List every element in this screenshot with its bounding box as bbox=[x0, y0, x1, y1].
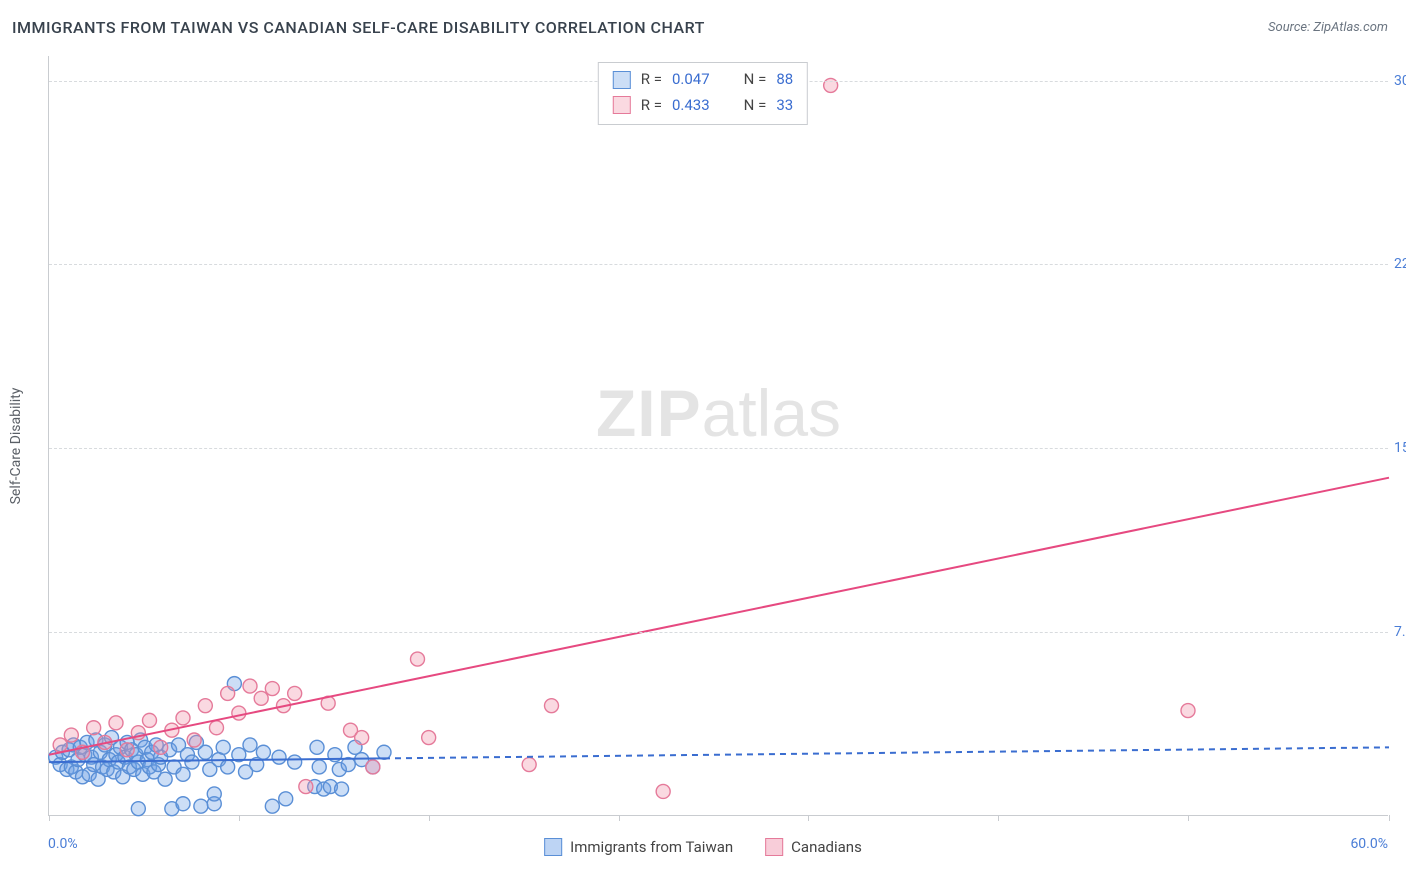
x-tick bbox=[429, 815, 430, 821]
legend-series-item: Immigrants from Taiwan bbox=[544, 838, 733, 856]
data-point bbox=[176, 767, 190, 781]
data-point bbox=[288, 686, 302, 700]
data-point bbox=[310, 740, 324, 754]
data-point bbox=[221, 760, 235, 774]
data-point bbox=[198, 745, 212, 759]
data-point bbox=[254, 691, 268, 705]
source-attribution: Source: ZipAtlas.com bbox=[1268, 20, 1388, 35]
data-point bbox=[288, 755, 302, 769]
data-point bbox=[279, 792, 293, 806]
data-point bbox=[243, 738, 257, 752]
data-point bbox=[1181, 704, 1195, 718]
legend-swatch bbox=[765, 838, 783, 856]
data-point bbox=[355, 731, 369, 745]
chart-svg bbox=[49, 56, 1388, 815]
legend-r-value: 0.047 bbox=[672, 67, 710, 93]
legend-swatch bbox=[613, 96, 631, 114]
data-point bbox=[194, 799, 208, 813]
legend-series-label: Immigrants from Taiwan bbox=[570, 838, 733, 856]
x-tick bbox=[49, 815, 50, 821]
legend-r-value: 0.433 bbox=[672, 93, 710, 119]
data-point bbox=[272, 750, 286, 764]
data-point bbox=[299, 780, 313, 794]
data-point bbox=[221, 686, 235, 700]
y-tick-label: 30.0% bbox=[1394, 73, 1406, 89]
plot-area: ZIPatlas 7.5%15.0%22.5%30.0% bbox=[48, 56, 1388, 816]
legend-stats-row: R = 0.433 N = 33 bbox=[613, 93, 793, 119]
data-point bbox=[131, 802, 145, 816]
y-tick-label: 22.5% bbox=[1394, 256, 1406, 272]
gridline bbox=[49, 264, 1388, 265]
data-point bbox=[377, 745, 391, 759]
data-point bbox=[232, 706, 246, 720]
data-point bbox=[64, 728, 78, 742]
legend-n-label: N = bbox=[744, 93, 767, 119]
legend-n-label: N = bbox=[744, 67, 767, 93]
x-tick bbox=[808, 815, 809, 821]
data-point bbox=[366, 760, 380, 774]
legend-swatch bbox=[544, 838, 562, 856]
gridline bbox=[49, 632, 1388, 633]
x-tick bbox=[998, 815, 999, 821]
data-point bbox=[154, 740, 168, 754]
data-point bbox=[158, 772, 172, 786]
x-tick bbox=[1188, 815, 1189, 821]
data-point bbox=[87, 721, 101, 735]
legend-stats-box: R = 0.047 N = 88 R = 0.433 N = 33 bbox=[598, 62, 808, 125]
data-point bbox=[422, 731, 436, 745]
y-tick-label: 7.5% bbox=[1394, 624, 1406, 640]
data-point bbox=[545, 699, 559, 713]
data-point bbox=[312, 760, 326, 774]
legend-bottom: Immigrants from Taiwan Canadians bbox=[544, 838, 862, 856]
legend-n-value: 33 bbox=[776, 93, 793, 119]
x-axis-max-label: 60.0% bbox=[1350, 836, 1388, 852]
x-tick bbox=[239, 815, 240, 821]
data-point bbox=[522, 758, 536, 772]
data-point bbox=[243, 679, 257, 693]
legend-n-value: 88 bbox=[776, 67, 793, 93]
data-point bbox=[335, 782, 349, 796]
y-axis-title: Self-Care Disability bbox=[8, 388, 24, 505]
trend-line bbox=[384, 747, 1389, 758]
data-point bbox=[143, 713, 157, 727]
x-tick bbox=[1389, 815, 1390, 821]
data-point bbox=[185, 755, 199, 769]
data-point bbox=[198, 699, 212, 713]
legend-r-label: R = bbox=[641, 67, 662, 93]
x-axis-origin-label: 0.0% bbox=[48, 836, 78, 852]
data-point bbox=[656, 784, 670, 798]
data-point bbox=[207, 787, 221, 801]
data-point bbox=[120, 743, 134, 757]
legend-series-label: Canadians bbox=[791, 838, 862, 856]
legend-stats-row: R = 0.047 N = 88 bbox=[613, 67, 793, 93]
data-point bbox=[187, 733, 201, 747]
y-tick-label: 15.0% bbox=[1394, 440, 1406, 456]
data-point bbox=[265, 682, 279, 696]
data-point bbox=[265, 799, 279, 813]
data-point bbox=[109, 716, 123, 730]
data-point bbox=[256, 745, 270, 759]
x-tick bbox=[619, 815, 620, 821]
legend-swatch bbox=[613, 71, 631, 89]
data-point bbox=[210, 721, 224, 735]
gridline bbox=[49, 448, 1388, 449]
data-point bbox=[216, 740, 230, 754]
legend-series-item: Canadians bbox=[765, 838, 862, 856]
data-point bbox=[176, 711, 190, 725]
data-point bbox=[411, 652, 425, 666]
legend-r-label: R = bbox=[641, 93, 662, 119]
data-point bbox=[53, 738, 67, 752]
data-point bbox=[176, 797, 190, 811]
chart-title: IMMIGRANTS FROM TAIWAN VS CANADIAN SELF-… bbox=[12, 18, 705, 37]
